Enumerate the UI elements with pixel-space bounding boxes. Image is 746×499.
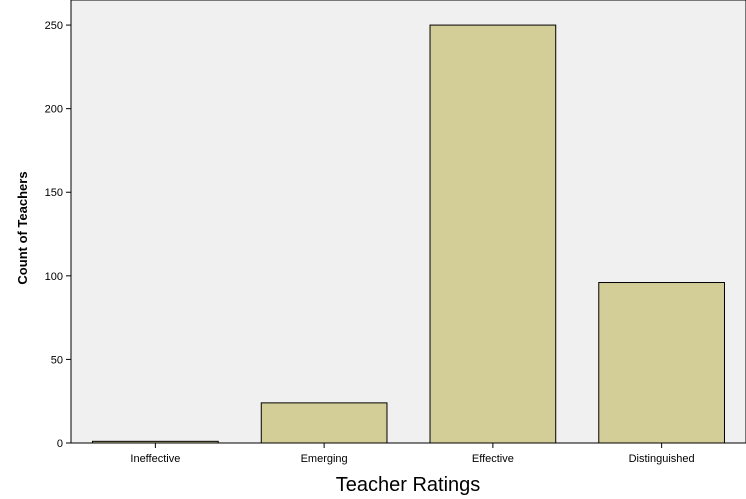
bar-emerging — [260, 402, 388, 444]
x-tick-label: Ineffective — [130, 453, 180, 465]
bars-group — [92, 24, 725, 444]
y-tick-label: 150 — [45, 187, 63, 199]
y-tick-label: 0 — [57, 438, 63, 450]
y-tick-label: 250 — [45, 20, 63, 32]
x-tick-label: Distinguished — [629, 453, 695, 465]
x-axis-label: Teacher Ratings — [336, 474, 481, 496]
x-axis: Ineffective Emerging Effective Distinguishe… — [130, 443, 695, 465]
x-tick-label: Emerging — [301, 453, 348, 465]
y-axis: 0 50 100 150 200 250 — [45, 20, 71, 450]
y-tick-label: 200 — [45, 104, 63, 116]
y-tick-label: 100 — [45, 271, 63, 283]
bar-ineffective — [92, 440, 219, 444]
bar-distinguished — [598, 282, 725, 444]
bar-effective — [429, 24, 557, 444]
y-axis-label: Count of Teachers — [15, 171, 30, 284]
y-tick-label: 50 — [51, 354, 63, 366]
x-tick-label: Effective — [472, 453, 514, 465]
